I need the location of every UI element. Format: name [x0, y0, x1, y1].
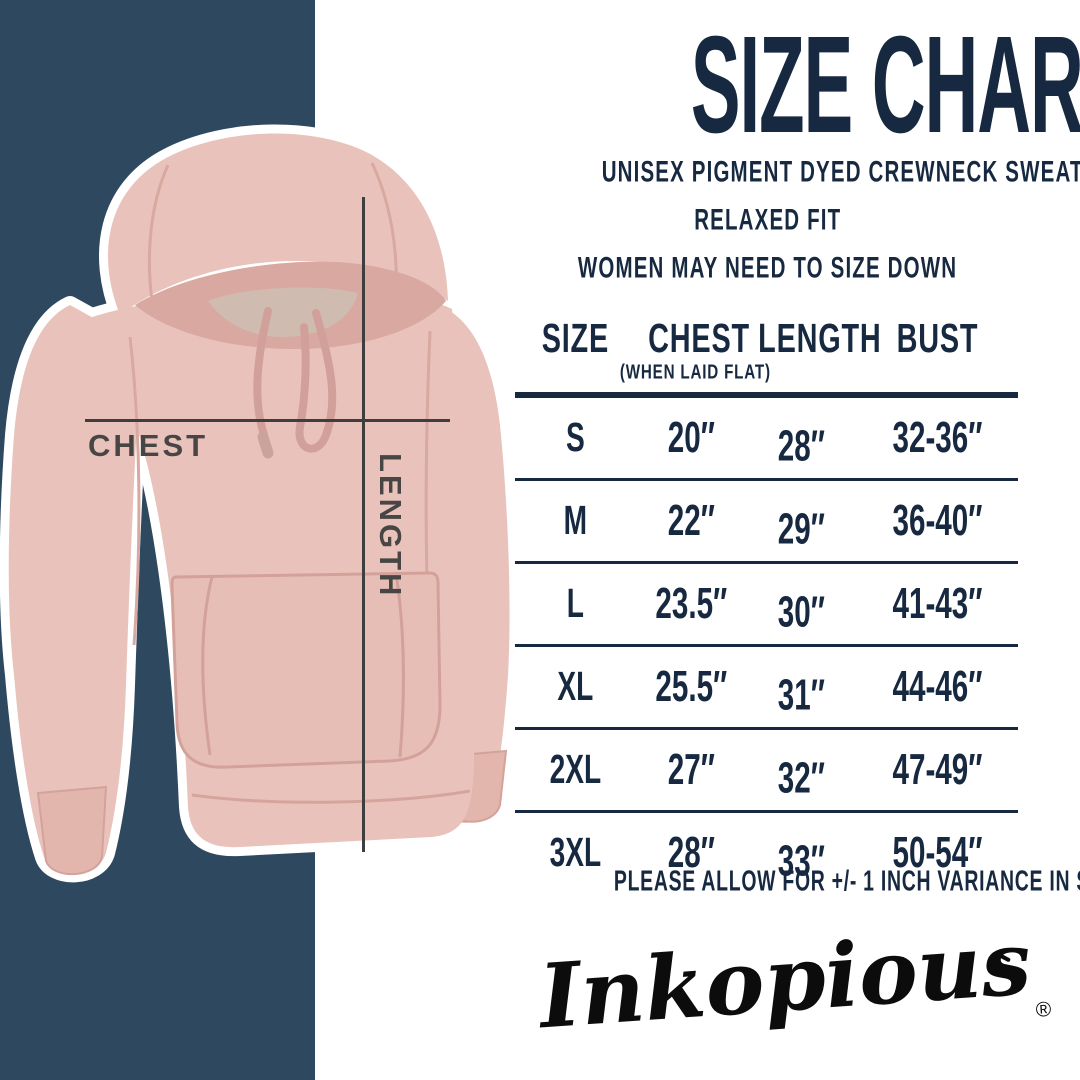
hoodie-product-image	[0, 124, 519, 883]
size-value: M	[563, 497, 588, 544]
table-row-l: L 23.5″ 30″ 41-43″	[515, 561, 1018, 644]
length-value: 33″	[778, 837, 826, 885]
bust-value: 47-49″	[892, 745, 983, 794]
size-value: L	[566, 580, 584, 627]
header-rule	[515, 392, 1018, 398]
size-value: XL	[557, 663, 594, 710]
chest-value: 20″	[667, 413, 715, 462]
page-title-text: SIZE CHART	[690, 8, 1080, 162]
chest-note: (WHEN LAID FLAT)	[619, 361, 771, 384]
registered-mark: ®	[1035, 997, 1053, 1022]
table-row-s: S 20″ 28″ 32-36″	[515, 398, 1018, 478]
hoodie-pocket-left-seam	[201, 576, 214, 756]
bust-value: 41-43″	[892, 579, 983, 628]
hoodie-left-sleeve	[8, 305, 143, 874]
chest-value: 22″	[667, 496, 715, 545]
column-chest: CHEST	[647, 315, 750, 361]
bust-value: 32-36″	[892, 413, 983, 462]
length-value: 32″	[778, 754, 826, 802]
column-size: SIZE	[541, 315, 609, 361]
chest-measure-line	[85, 419, 450, 422]
hoodie-hem-seam	[191, 789, 471, 804]
size-table-body: S 20″ 28″ 32-36″ M 22″ 29″ 36-40″ L 23.5…	[515, 398, 1018, 893]
hoodie-hood-right-seam	[370, 162, 398, 296]
length-measure-line	[362, 197, 365, 852]
column-bust: BUST	[896, 315, 979, 361]
size-value: S	[565, 414, 585, 461]
hoodie-drawstring-aglet	[257, 431, 274, 459]
inkopious-logo-text: Inkopious	[536, 910, 1035, 1049]
subtitle-size-down: WOMEN MAY NEED TO SIZE DOWN	[577, 251, 958, 285]
subtitle-product: UNISEX PIGMENT DYED CREWNECK SWEATSHIRT	[601, 155, 1080, 189]
chest-value: 23.5″	[655, 579, 727, 628]
hoodie-drawstring-right	[295, 309, 337, 453]
length-value: 29″	[778, 505, 826, 553]
length-value: 31″	[778, 671, 826, 719]
chest-value: 28″	[667, 828, 715, 877]
size-value: 3XL	[549, 829, 602, 876]
length-measure-label: LENGTH	[373, 453, 408, 599]
table-row-2xl: 2XL 27″ 32″ 47-49″	[515, 727, 1018, 810]
hoodie-pocket	[170, 571, 442, 769]
hoodie-hood-left-seam	[147, 164, 170, 302]
bust-value: 50-54″	[892, 828, 983, 877]
hoodie-garment	[8, 133, 510, 875]
hoodie-hood	[107, 133, 449, 315]
bust-value: 36-40″	[892, 496, 983, 545]
chest-measure-label: CHEST	[88, 428, 209, 463]
column-length: LENGTH	[758, 315, 882, 361]
hoodie-left-armhole-seam	[128, 336, 141, 646]
table-row-xl: XL 25.5″ 31″ 44-46″	[515, 644, 1018, 727]
page-title: SIZE CHART	[505, 16, 1080, 154]
hoodie-pocket-right-seam	[394, 572, 405, 758]
chest-value: 25.5″	[655, 662, 727, 711]
variance-footnote: PLEASE ALLOW FOR +/- 1 INCH VARIANCE IN …	[613, 865, 1080, 897]
hoodie-drawstring-left	[253, 307, 272, 439]
table-row-m: M 22″ 29″ 36-40″	[515, 478, 1018, 561]
size-value: 2XL	[549, 746, 602, 793]
subtitle-fit: RELAXED FIT	[693, 203, 842, 237]
bust-value: 44-46″	[892, 662, 983, 711]
inkopious-logo: Inkopious®	[536, 910, 1052, 1074]
chest-value: 27″	[667, 745, 715, 794]
hoodie-left-cuff	[36, 785, 108, 875]
length-value: 30″	[778, 588, 826, 636]
length-value: 28″	[778, 422, 826, 470]
size-table-header: SIZE CHEST LENGTH BUST	[515, 315, 1018, 361]
table-row-3xl: 3XL 28″ 33″ 50-54″	[515, 810, 1018, 893]
